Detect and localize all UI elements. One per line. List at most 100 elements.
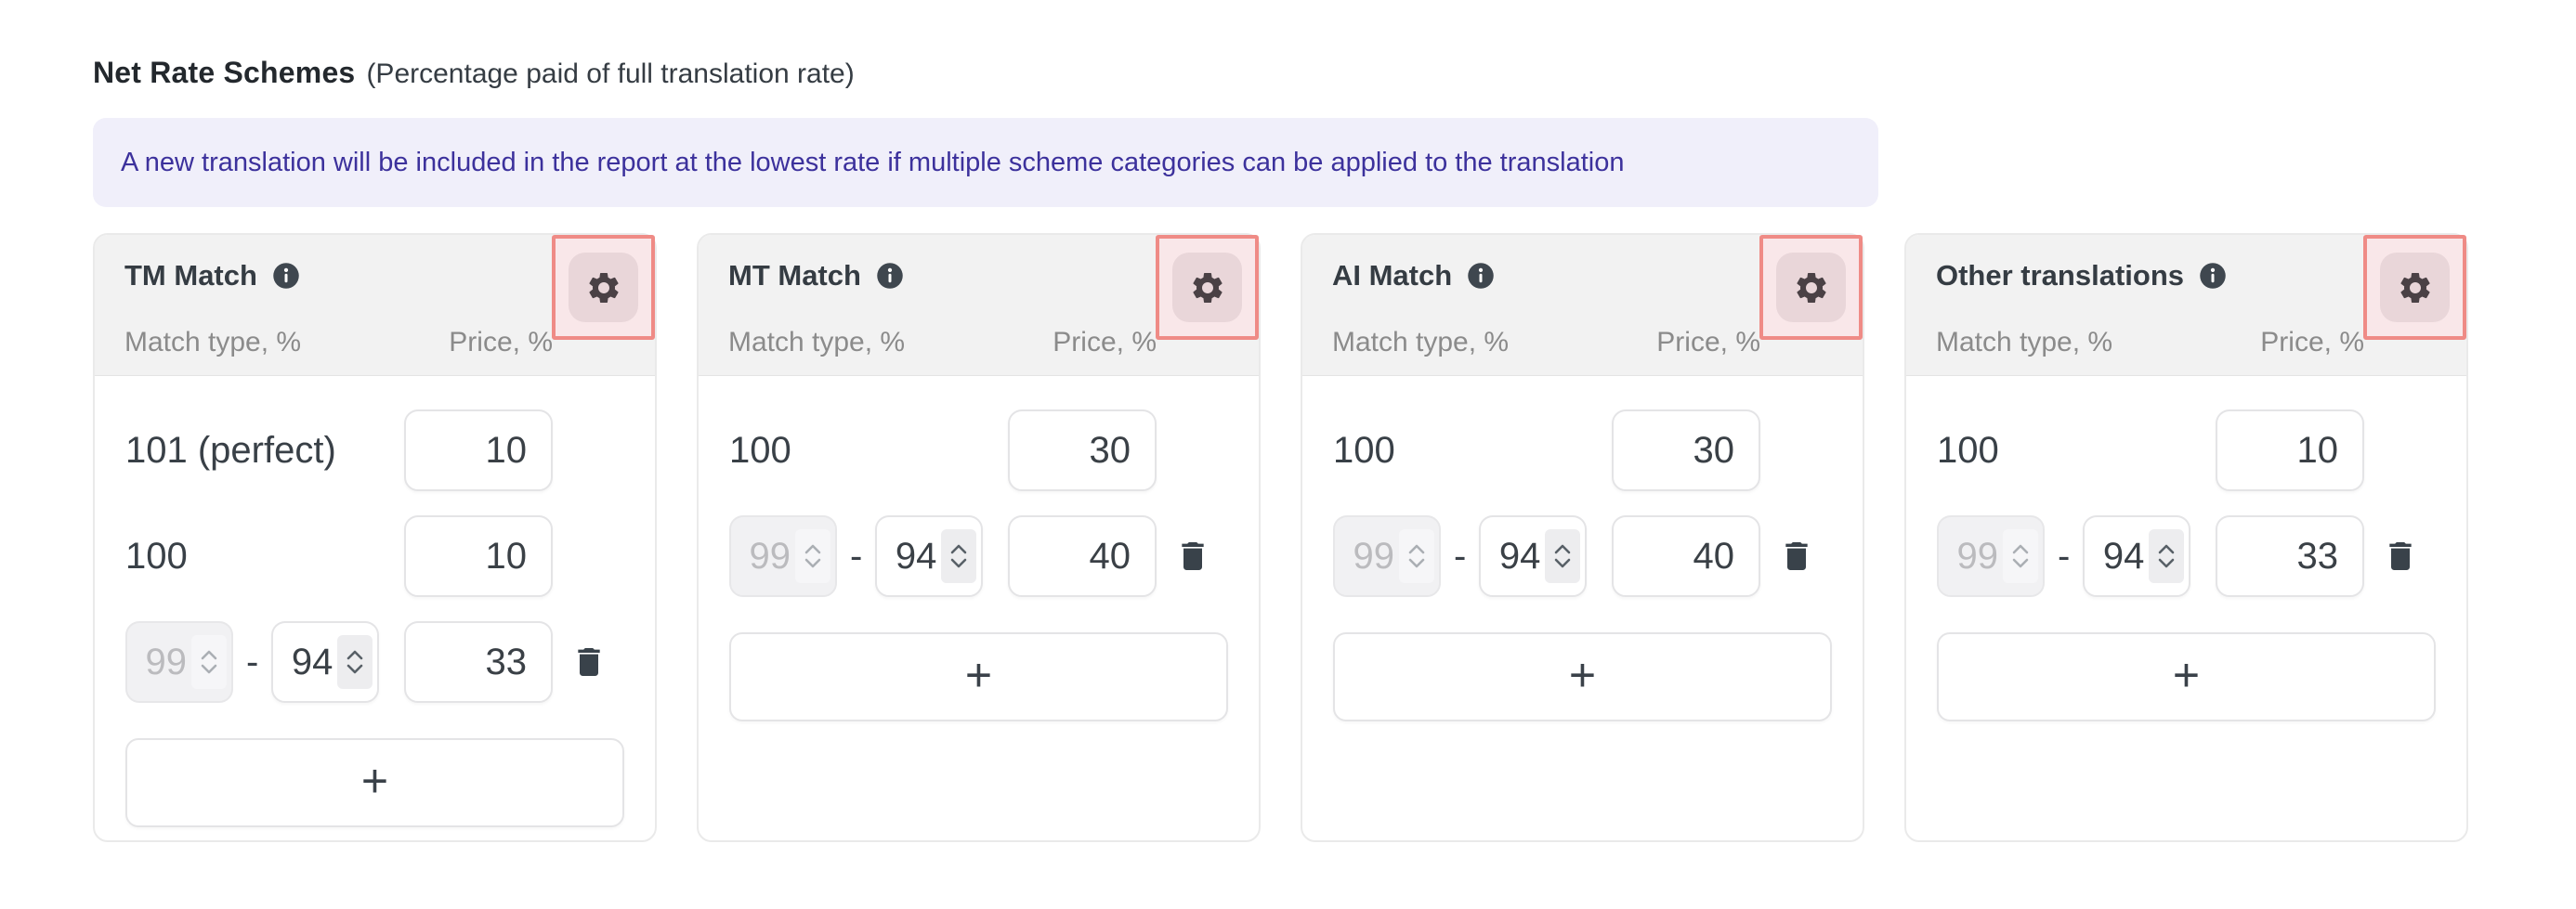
range-from-input (1335, 535, 1398, 578)
gear-annotation-highlight (1759, 235, 1863, 340)
delete-row-button[interactable] (2382, 536, 2419, 577)
column-headers: Match type, % Price, % (1936, 327, 2437, 358)
price-column-label: Price, % (449, 327, 553, 357)
rate-row: 101 (perfect) (125, 409, 624, 491)
price-input[interactable] (1612, 515, 1760, 597)
range-from-field (125, 621, 233, 703)
rate-range-row: - (1937, 515, 2436, 597)
plus-icon: + (360, 755, 389, 807)
page-subtitle: (Percentage paid of full translation rat… (366, 58, 855, 89)
delete-row-button[interactable] (1174, 536, 1211, 577)
card-title: AI Match (1332, 259, 1453, 292)
add-row-button[interactable]: + (729, 632, 1228, 721)
range-from-input (1939, 535, 2002, 578)
range-to-input[interactable] (2085, 535, 2149, 578)
info-banner: A new translation will be included in th… (93, 118, 1878, 207)
card-other-translations: Other translations Match type, % Price, … (1904, 233, 2468, 842)
range-to-field[interactable] (1479, 515, 1588, 597)
trash-zone (2364, 536, 2436, 577)
trash-icon (2388, 542, 2412, 570)
card-title: TM Match (124, 259, 257, 292)
rate-range-row: - (125, 621, 624, 703)
match-type-value: 100 (125, 535, 188, 577)
trash-icon (1181, 542, 1204, 570)
card-body: 101 (perfect) 100 - (95, 376, 655, 840)
card-settings-button[interactable] (569, 253, 638, 322)
add-row-button[interactable]: + (125, 738, 624, 827)
column-headers: Match type, % Price, % (728, 327, 1229, 358)
price-column-label: Price, % (2260, 327, 2364, 357)
price-input[interactable] (2216, 409, 2364, 491)
delete-row-button[interactable] (1778, 536, 1815, 577)
rate-row: 100 (1937, 409, 2436, 491)
add-row-button[interactable]: + (1333, 632, 1832, 721)
card-settings-button[interactable] (1172, 253, 1242, 322)
gear-icon (1192, 272, 1223, 303)
card-body: 100 - + (1302, 376, 1863, 734)
range-to-input[interactable] (877, 535, 941, 578)
price-input[interactable] (1008, 409, 1157, 491)
rate-range-row: - (1333, 515, 1832, 597)
stepper-arrows-icon (2003, 529, 2038, 583)
trash-zone (1760, 536, 1832, 577)
range-dash: - (246, 641, 259, 682)
price-input[interactable] (404, 621, 553, 703)
range-dash: - (1454, 535, 1467, 577)
info-icon[interactable] (876, 262, 904, 290)
trash-zone (1157, 536, 1228, 577)
card-title: Other translations (1936, 259, 2184, 292)
rate-range-row: - (729, 515, 1228, 597)
stepper-arrows-icon (191, 635, 227, 689)
info-icon[interactable] (2199, 262, 2227, 290)
stepper-arrows-icon[interactable] (1545, 529, 1581, 583)
gear-annotation-highlight (2363, 235, 2466, 340)
gear-annotation-highlight (552, 235, 655, 340)
card-body: 100 - + (1906, 376, 2466, 734)
range-to-input[interactable] (1481, 535, 1545, 578)
range-from-input (731, 535, 794, 578)
trash-zone (553, 642, 624, 682)
column-headers: Match type, % Price, % (1332, 327, 1833, 358)
add-row-button[interactable]: + (1937, 632, 2436, 721)
match-type-column-label: Match type, % (728, 327, 906, 357)
rate-row: 100 (729, 409, 1228, 491)
stepper-arrows-icon[interactable] (2149, 529, 2185, 583)
stepper-arrows-icon[interactable] (941, 529, 977, 583)
trash-icon (577, 648, 600, 676)
range-to-field[interactable] (271, 621, 380, 703)
delete-row-button[interactable] (570, 642, 608, 682)
range-from-field (1937, 515, 2045, 597)
range-to-field[interactable] (2083, 515, 2191, 597)
price-input[interactable] (1612, 409, 1760, 491)
range-dash: - (2058, 535, 2071, 577)
range-to-field[interactable] (875, 515, 984, 597)
gear-icon (1796, 272, 1826, 303)
info-banner-text: A new translation will be included in th… (121, 147, 1625, 177)
gear-icon (2399, 272, 2430, 303)
match-type-value: 100 (729, 429, 791, 471)
price-input[interactable] (404, 515, 553, 597)
price-input[interactable] (2216, 515, 2364, 597)
range-from-field (729, 515, 837, 597)
stepper-arrows-icon (795, 529, 830, 583)
range-from-field (1333, 515, 1441, 597)
stepper-arrows-icon (1399, 529, 1434, 583)
card-settings-button[interactable] (1776, 253, 1846, 322)
card-mt-match: MT Match Match type, % Price, % 100 (697, 233, 1261, 842)
stepper-arrows-icon[interactable] (337, 635, 373, 689)
range-to-input[interactable] (273, 641, 337, 683)
card-settings-button[interactable] (2380, 253, 2450, 322)
page-title: Net Rate Schemes (93, 56, 356, 89)
match-type-value: 100 (1937, 429, 1999, 471)
price-input[interactable] (404, 409, 553, 491)
card-title: MT Match (728, 259, 861, 292)
range-from-input (127, 641, 190, 683)
price-input[interactable] (1008, 515, 1157, 597)
match-type-column-label: Match type, % (1332, 327, 1510, 357)
info-icon[interactable] (1467, 262, 1495, 290)
trash-icon (1785, 542, 1808, 570)
gear-annotation-highlight (1156, 235, 1259, 340)
info-icon[interactable] (272, 262, 300, 290)
rate-row: 100 (1333, 409, 1832, 491)
plus-icon: + (2172, 649, 2201, 701)
